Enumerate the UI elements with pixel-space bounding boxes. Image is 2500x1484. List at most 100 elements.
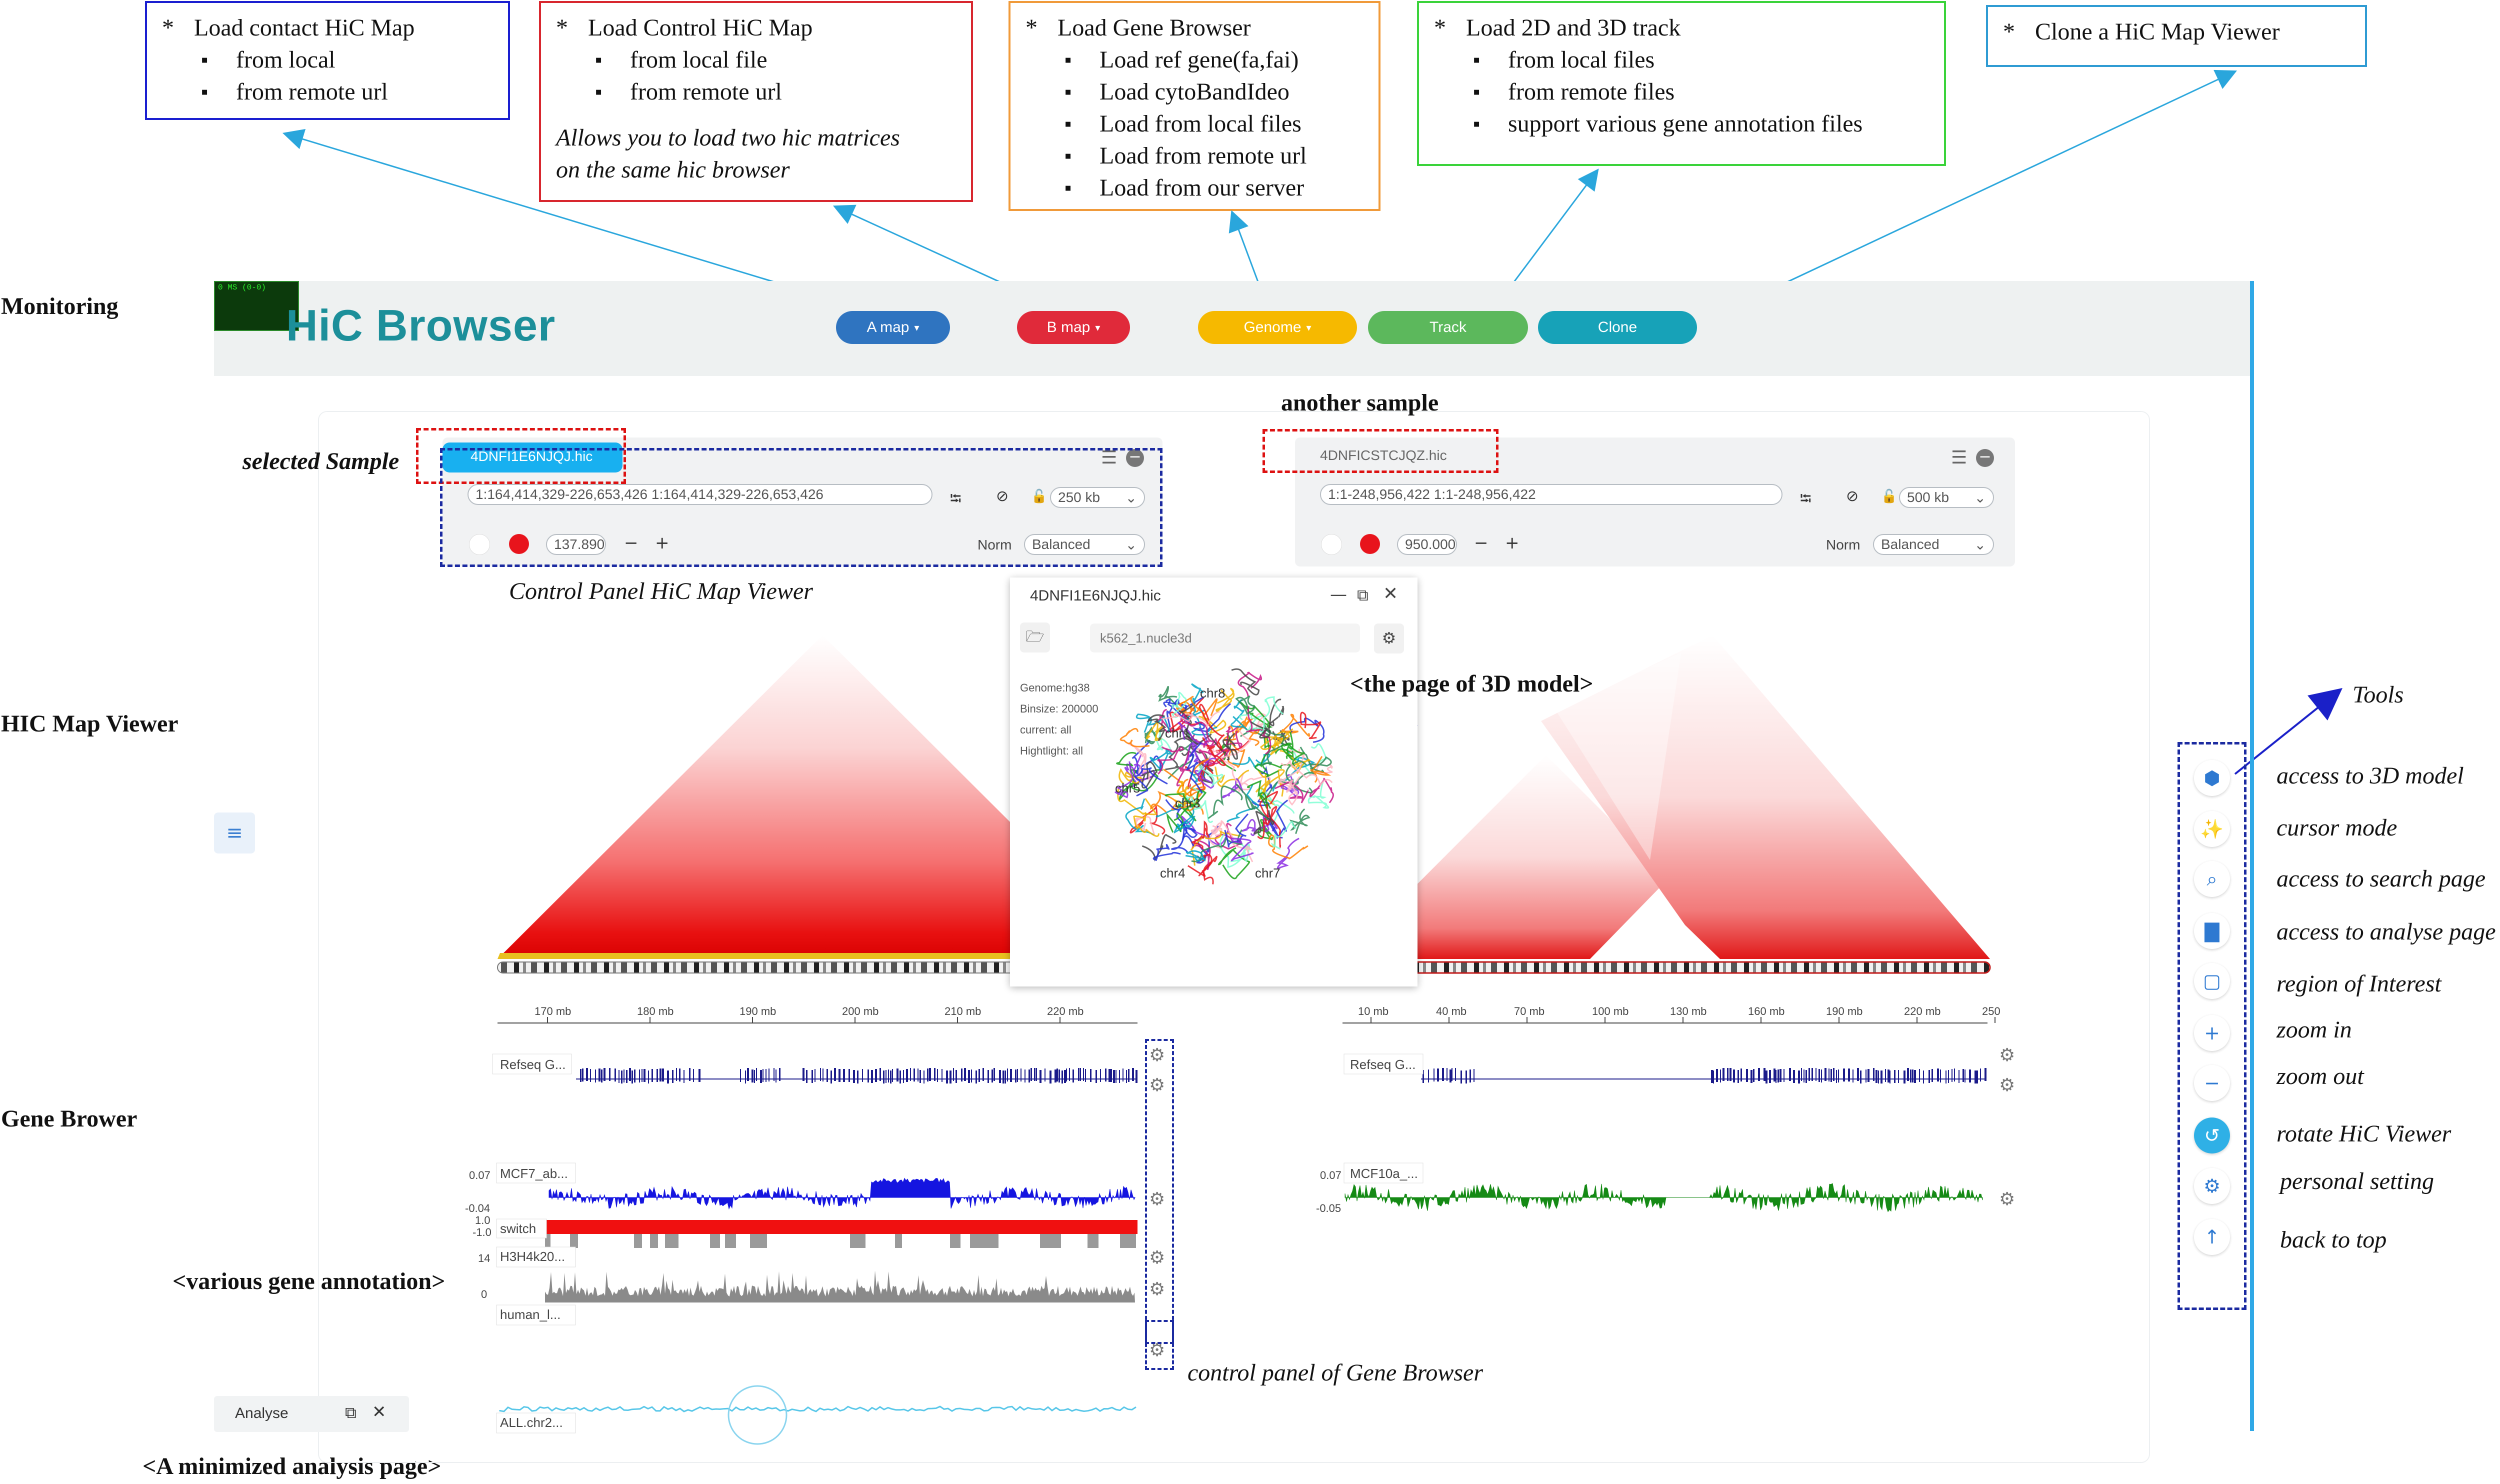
gene-feature bbox=[956, 1070, 957, 1083]
settings-icon[interactable]: ⚙ bbox=[1374, 624, 1404, 654]
color-swatch-white[interactable] bbox=[1321, 534, 1342, 555]
rotate-tool-button[interactable]: ↺ bbox=[2194, 1118, 2230, 1154]
hic-heatmap-right[interactable] bbox=[1342, 635, 1990, 959]
page-scrollbar[interactable] bbox=[2250, 281, 2254, 1431]
gene-feature bbox=[1442, 1068, 1444, 1081]
track-button[interactable]: Track bbox=[1368, 311, 1528, 344]
gear-icon[interactable]: ⚙ bbox=[1149, 1075, 1166, 1096]
resolution-select[interactable]: 250 kb ⌄ bbox=[1050, 487, 1145, 508]
gene-feature bbox=[1017, 1069, 1018, 1082]
locus-input[interactable]: 1:164,414,329-226,653,426 1:164,414,329-… bbox=[468, 484, 932, 505]
norm-select[interactable]: Balanced ⌄ bbox=[1024, 534, 1145, 555]
go-icon[interactable]: ⭾ bbox=[950, 490, 962, 508]
another-sample-highlight bbox=[1262, 429, 1498, 473]
chromatin-strand bbox=[1158, 686, 1179, 708]
sample-tab-selected[interactable]: 4DNFI1E6NJQJ.hic bbox=[442, 442, 622, 472]
model-file-input[interactable]: k562_1.nucle3d bbox=[1090, 624, 1360, 652]
gene-feature bbox=[920, 1070, 921, 1083]
switch-track[interactable] bbox=[545, 1220, 1138, 1248]
plus-tool-button[interactable]: + bbox=[2194, 1015, 2230, 1051]
color-max-input[interactable]: 950.000 bbox=[1397, 534, 1457, 555]
square-tool-button[interactable]: ▢ bbox=[2194, 963, 2230, 999]
minimize-icon[interactable]: − bbox=[1126, 449, 1144, 467]
gene-feature bbox=[1119, 1070, 1120, 1083]
minus-tool-button[interactable]: − bbox=[2194, 1065, 2230, 1101]
a-map-button[interactable]: A map ▾ bbox=[836, 311, 950, 344]
unlock-icon[interactable]: 🔓 bbox=[1031, 489, 1048, 504]
gene-feature bbox=[802, 1068, 804, 1081]
decrease-icon[interactable]: − bbox=[624, 533, 638, 553]
gene-feature bbox=[1090, 1069, 1092, 1082]
ideogram-right[interactable] bbox=[1342, 961, 1991, 974]
model-3d-structure[interactable]: chr8 chr1 chr5 chr3 chr4 chr7 bbox=[1095, 658, 1355, 898]
ruler-tick-label: 70 mb bbox=[1514, 1005, 1544, 1018]
gear-icon[interactable]: ⚙ bbox=[1149, 1340, 1166, 1360]
chromatin-strand bbox=[1198, 760, 1216, 782]
bar-chart-tool-button[interactable]: ▇ bbox=[2194, 913, 2230, 949]
locus-input[interactable]: 1:1-248,956,422 1:1-248,956,422 bbox=[1320, 484, 1782, 505]
gene-feature bbox=[1888, 1070, 1890, 1082]
minimize-icon[interactable]: − bbox=[1976, 449, 1994, 467]
gear-tool-button[interactable]: ⚙ bbox=[2194, 1168, 2230, 1204]
menu-icon[interactable]: ≡ bbox=[214, 812, 255, 854]
chr-label: chr4 bbox=[1160, 866, 1186, 880]
gene-feature bbox=[994, 1068, 995, 1081]
gear-icon[interactable]: ⚙ bbox=[1999, 1045, 2016, 1066]
gene-feature bbox=[1105, 1068, 1106, 1082]
folder-icon[interactable]: 🗁 bbox=[1020, 622, 1050, 652]
ban-icon[interactable]: ⊘ bbox=[996, 488, 1009, 505]
gear-icon[interactable]: ⚙ bbox=[1149, 1279, 1166, 1300]
norm-select[interactable]: Balanced ⌄ bbox=[1873, 534, 1994, 555]
color-swatch-red[interactable] bbox=[1360, 534, 1380, 554]
refseq-track-left[interactable] bbox=[580, 1068, 1138, 1084]
b-map-button[interactable]: B map ▾ bbox=[1017, 311, 1130, 344]
mcf10a-signal-track[interactable] bbox=[1344, 1183, 1983, 1212]
hic-heatmap-left[interactable] bbox=[498, 635, 1148, 959]
close-icon[interactable]: ✕ bbox=[372, 1402, 386, 1422]
gene-feature bbox=[820, 1068, 821, 1081]
gene-feature bbox=[1015, 1070, 1016, 1082]
all-chr2-track[interactable] bbox=[499, 1406, 1136, 1412]
restore-icon[interactable]: ⧉ bbox=[345, 1403, 356, 1422]
arrow-up-tool-button[interactable]: ↑ bbox=[2194, 1219, 2230, 1255]
mcf7-signal-track[interactable] bbox=[548, 1178, 1136, 1210]
chromatin-strand bbox=[1257, 804, 1278, 840]
chromatin-strand bbox=[1150, 790, 1196, 813]
clone-button[interactable]: Clone bbox=[1538, 311, 1697, 344]
genome-button[interactable]: Genome ▾ bbox=[1198, 311, 1357, 344]
h3h4k20-track[interactable] bbox=[545, 1270, 1135, 1302]
close-icon[interactable]: ✕ bbox=[1383, 584, 1398, 604]
maximize-icon[interactable]: ⧉ bbox=[1357, 586, 1368, 604]
unlock-icon[interactable]: 🔓 bbox=[1881, 489, 1898, 504]
gear-icon[interactable]: ⚙ bbox=[1149, 1189, 1166, 1210]
list-icon[interactable]: ☰ bbox=[1951, 448, 1968, 468]
chromatin-strand bbox=[1286, 776, 1300, 806]
gene-feature bbox=[953, 1068, 954, 1081]
gear-icon[interactable]: ⚙ bbox=[1149, 1045, 1166, 1066]
analyse-minimized-bar[interactable]: Analyse ⧉ ✕ bbox=[214, 1396, 409, 1432]
gene-feature bbox=[1422, 1070, 1424, 1083]
refseq-track-right[interactable] bbox=[1422, 1068, 1986, 1084]
color-swatch-white[interactable] bbox=[469, 534, 490, 555]
gene-feature bbox=[756, 1068, 757, 1081]
gene-feature bbox=[1733, 1070, 1735, 1082]
color-swatch-red[interactable] bbox=[509, 534, 529, 554]
search-tool-button[interactable]: ⌕ bbox=[2194, 861, 2230, 897]
gear-icon[interactable]: ⚙ bbox=[1149, 1248, 1166, 1268]
ban-icon[interactable]: ⊘ bbox=[1846, 488, 1859, 505]
gene-feature bbox=[1878, 1070, 1879, 1084]
sample-tab-other[interactable]: 4DNFICSTCJQZ.hic bbox=[1320, 448, 1447, 463]
list-icon[interactable]: ☰ bbox=[1101, 448, 1118, 468]
chromatin-strand bbox=[1119, 769, 1163, 802]
increase-icon[interactable]: + bbox=[655, 533, 670, 553]
gear-icon[interactable]: ⚙ bbox=[1999, 1075, 2016, 1096]
magic-wand-tool-button[interactable]: ✨ bbox=[2194, 811, 2230, 847]
increase-icon[interactable]: + bbox=[1505, 533, 1520, 553]
decrease-icon[interactable]: − bbox=[1474, 533, 1488, 553]
go-icon[interactable]: ⭾ bbox=[1800, 490, 1812, 508]
color-max-input[interactable]: 137.890 bbox=[546, 534, 606, 555]
resolution-select[interactable]: 500 kb ⌄ bbox=[1899, 487, 1994, 508]
minimize-icon[interactable]: — bbox=[1330, 584, 1347, 604]
cube-tool-button[interactable]: ⬢ bbox=[2194, 760, 2230, 796]
gear-icon[interactable]: ⚙ bbox=[1999, 1189, 2016, 1210]
